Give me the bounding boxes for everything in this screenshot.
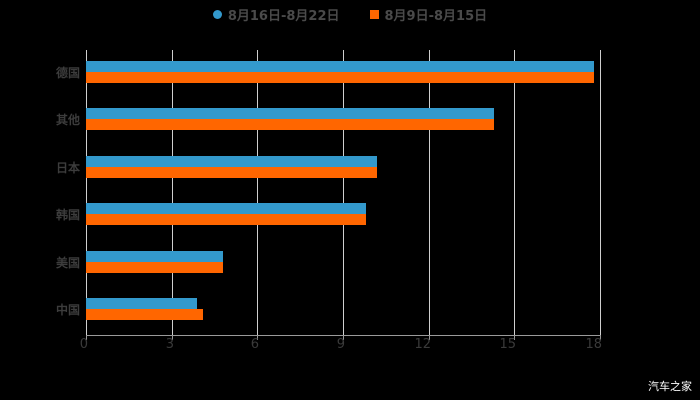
y-category-label: 韩国 — [55, 208, 80, 223]
legend-label: 8月16日-8月22日 — [227, 8, 340, 24]
chart-legend: 8月16日-8月22日 8月9日-8月15日 — [0, 4, 700, 24]
gridline — [429, 50, 430, 335]
gridline — [514, 50, 515, 335]
bar[interactable] — [86, 261, 224, 273]
y-category-label: 其他 — [55, 113, 80, 128]
plot-area — [86, 50, 601, 335]
gridline — [343, 50, 344, 335]
x-tick-label: 6 — [250, 337, 259, 352]
gridline — [86, 50, 87, 335]
y-category-label: 德国 — [55, 65, 80, 80]
legend-item-series1[interactable]: 8月16日-8月22日 — [212, 4, 340, 24]
x-tick — [86, 335, 87, 340]
bar[interactable] — [86, 155, 378, 167]
watermark: 汽车之家 — [648, 380, 692, 393]
bar[interactable] — [86, 166, 378, 178]
bar[interactable] — [86, 298, 198, 310]
bar[interactable] — [86, 60, 595, 72]
x-tick-label: 9 — [336, 337, 345, 352]
x-tick — [600, 335, 601, 340]
legend-dot-icon — [212, 9, 222, 19]
x-tick-label: 15 — [499, 337, 516, 352]
x-tick-label: 3 — [165, 337, 174, 352]
legend-label: 8月9日-8月15日 — [384, 8, 488, 24]
bar[interactable] — [86, 214, 366, 226]
legend-item-series2[interactable]: 8月9日-8月15日 — [369, 4, 488, 24]
legend-square-icon — [369, 9, 379, 19]
x-tick-label: 0 — [79, 337, 88, 352]
gridline — [172, 50, 173, 335]
x-tick — [172, 335, 173, 340]
bar[interactable] — [86, 309, 204, 321]
bar[interactable] — [86, 250, 224, 262]
x-tick — [429, 335, 430, 340]
bar[interactable] — [86, 71, 595, 83]
x-tick-label: 18 — [585, 337, 602, 352]
bar[interactable] — [86, 108, 495, 120]
gridline — [257, 50, 258, 335]
y-category-label: 日本 — [55, 160, 80, 175]
bar[interactable] — [86, 119, 495, 131]
x-tick — [514, 335, 515, 340]
bar[interactable] — [86, 203, 366, 215]
x-tick — [343, 335, 344, 340]
gridline — [600, 50, 601, 335]
y-category-label: 美国 — [55, 255, 80, 270]
x-tick-label: 12 — [414, 337, 431, 352]
y-category-label: 中国 — [55, 303, 80, 318]
x-tick — [257, 335, 258, 340]
